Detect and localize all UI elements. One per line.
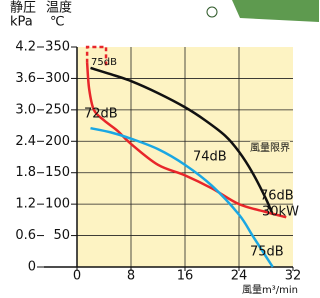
y2-tick-label: 50 (53, 228, 70, 243)
y-unit: kPa (10, 15, 33, 30)
annotation: 75dB (91, 57, 117, 68)
y-tick-label: 3.0 (15, 102, 36, 117)
annotation: 72dB (84, 107, 118, 122)
y2-tick-label: 200 (45, 134, 70, 149)
y-tick-label: 1.8 (15, 165, 36, 180)
y-tick-label: 4.2 (15, 40, 36, 55)
annotation: 風量限界 (250, 142, 290, 154)
annotation: 74dB (193, 150, 227, 165)
y2-tick-label: 350 (45, 40, 70, 55)
decoration (232, 0, 319, 22)
y-tick-label: 2.4 (15, 134, 36, 149)
y2-unit: ℃ (50, 15, 65, 30)
page: 静圧 kPa 温度 ℃ 風量m³/min 0 0.6 1.2 1.8 2.4 3.0 3.6… (0, 0, 319, 298)
y2-tick-label: 250 (45, 102, 70, 117)
y2-tick-label: 300 (45, 71, 70, 86)
y-tick-label: 1.2 (15, 197, 36, 212)
annotation: 75dB (250, 245, 284, 260)
y2-label: 温度 (46, 0, 72, 16)
decoration (207, 7, 217, 17)
annotation: 76dB (260, 189, 294, 204)
y-tick-label: 0.6 (15, 228, 36, 243)
y2-tick-label: 100 (45, 197, 70, 212)
chart: 静圧 kPa 温度 ℃ 風量m³/min 0 0.6 1.2 1.8 2.4 3.0 3.6… (0, 0, 319, 298)
y-tick-label: 0 (28, 260, 36, 275)
annotation: 30kW (262, 205, 299, 220)
y-tick-label: 3.6 (15, 71, 36, 86)
y2-tick-label: 150 (45, 165, 70, 180)
y-label: 静圧 (10, 1, 36, 16)
x-label: 風量m³/min (242, 284, 298, 296)
